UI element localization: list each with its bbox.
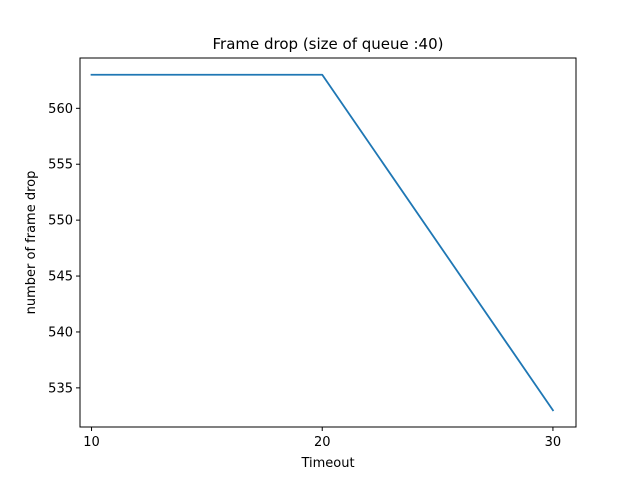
x-tick-label: 30 <box>545 435 562 450</box>
y-axis: 535 540 545 550 555 560 <box>48 102 80 396</box>
x-tick-label: 20 <box>314 435 331 450</box>
series-layer <box>90 73 555 412</box>
x-axis: 10 20 30 <box>83 427 561 450</box>
y-tick-label: 560 <box>48 102 73 117</box>
chart-title: Frame drop (size of queue :40) <box>212 35 443 53</box>
y-tick-label: 550 <box>48 214 73 229</box>
x-axis-label: Timeout <box>300 456 354 471</box>
plot-area <box>79 57 577 428</box>
x-tick-label: 10 <box>83 435 100 450</box>
y-tick-label: 540 <box>48 325 73 340</box>
y-tick-label: 555 <box>48 158 73 173</box>
series-line <box>90 73 555 412</box>
y-axis-label: number of frame drop <box>24 171 39 315</box>
y-tick-label: 535 <box>48 381 73 396</box>
y-tick-label: 545 <box>48 270 73 285</box>
